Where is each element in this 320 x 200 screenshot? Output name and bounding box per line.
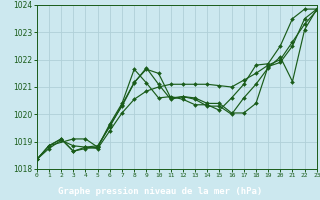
Text: Graphe pression niveau de la mer (hPa): Graphe pression niveau de la mer (hPa) <box>58 186 262 196</box>
